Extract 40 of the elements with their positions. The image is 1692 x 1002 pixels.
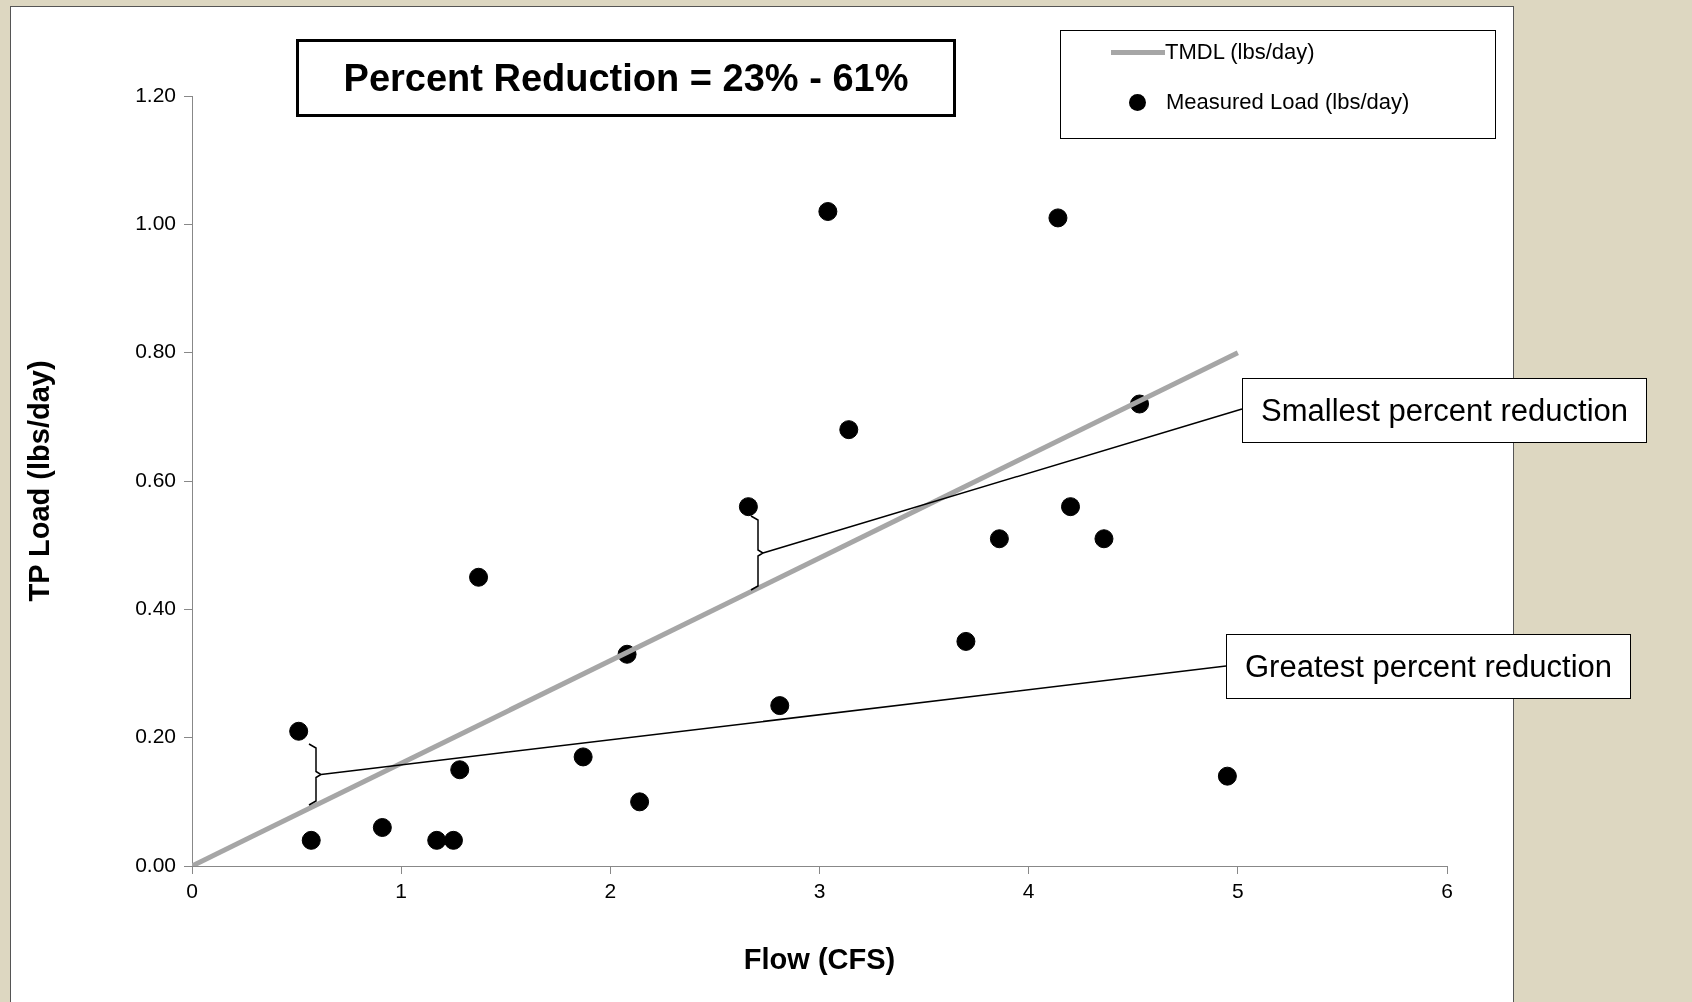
point: [818, 202, 838, 221]
x-tick-label: 4: [1022, 879, 1035, 903]
x-tick-label: 5: [1231, 879, 1244, 903]
point: [443, 830, 463, 850]
y-tick-label: 1.00: [135, 211, 176, 235]
x-tick-label: 2: [604, 879, 617, 903]
y-tick-label: 0.20: [135, 724, 176, 748]
point: [630, 792, 650, 812]
point: [573, 747, 593, 767]
point: [770, 696, 790, 716]
point: [372, 818, 392, 837]
y-axis-title: TP Load (lbs/day): [23, 360, 56, 602]
point: [839, 420, 859, 440]
point: [1061, 497, 1080, 517]
y-tick-label: 0.60: [135, 467, 176, 491]
x-tick-label: 6: [1441, 879, 1453, 903]
y-tick-label: 0.40: [135, 596, 176, 620]
point: [1048, 208, 1068, 228]
annotation: Smallest percent reduction: [1242, 378, 1648, 443]
point: [469, 567, 489, 587]
point: [956, 631, 976, 651]
point: [1217, 766, 1237, 786]
point: [738, 497, 758, 517]
x-axis-title: Flow (CFS): [743, 942, 896, 975]
point: [427, 830, 447, 850]
x-tick-label: 3: [813, 879, 826, 903]
x-tick-label: 0: [186, 879, 198, 903]
legend-label: Measured Load (lbs/day): [1166, 89, 1410, 115]
y-tick-label: 1.20: [135, 82, 176, 106]
point: [450, 760, 470, 780]
point: [301, 830, 321, 850]
annotation: Greatest percent reduction: [1226, 634, 1632, 699]
chart-title: Percent Reduction = 23% - 61%: [296, 39, 956, 117]
point: [989, 529, 1009, 549]
legend-label: TMDL (lbs/day): [1165, 39, 1315, 65]
point: [289, 721, 309, 741]
x-tick-label: 1: [395, 879, 408, 903]
y-tick-label: 0.80: [135, 339, 176, 363]
point: [1094, 529, 1114, 549]
y-tick-label: 0.00: [135, 852, 176, 876]
